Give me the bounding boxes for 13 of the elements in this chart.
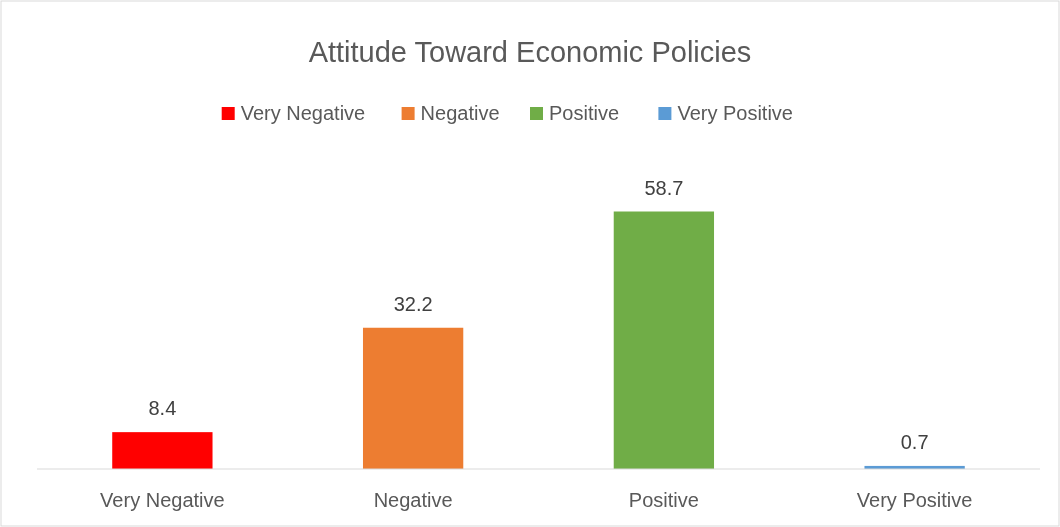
- x-tick-label: Very Negative: [100, 489, 225, 512]
- x-tick-label: Positive: [628, 489, 699, 512]
- data-label: 32.2: [393, 293, 433, 316]
- x-tick-label: Very Positive: [856, 489, 973, 512]
- data-label: 0.7: [900, 431, 929, 454]
- legend-label: Very Negative: [240, 102, 366, 125]
- legend-label: Very Positive: [677, 102, 794, 125]
- legend-label: Negative: [420, 102, 500, 125]
- x-tick-label: Negative: [373, 489, 453, 512]
- data-label: 58.7: [644, 176, 684, 199]
- data-label: 8.4: [148, 397, 177, 420]
- chart-title: Attitude Toward Economic Policies: [308, 36, 752, 68]
- legend-label: Positive: [549, 102, 620, 125]
